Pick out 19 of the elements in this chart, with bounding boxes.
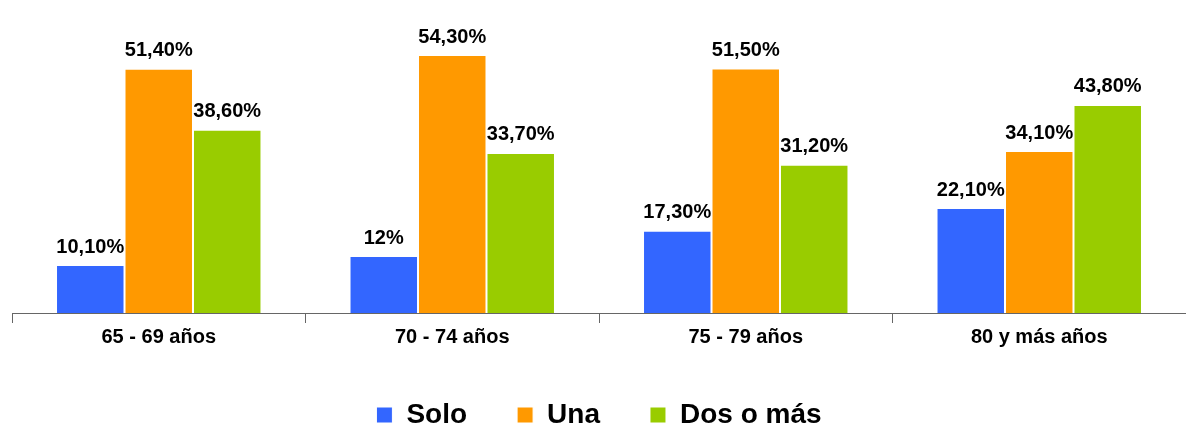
data-label: 51,50% (711, 37, 780, 60)
legend-label: Una (547, 397, 601, 429)
x-tick-label: 65 - 69 años (101, 324, 217, 347)
legend-label: Dos o más (679, 397, 822, 429)
data-label: 17,30% (643, 200, 712, 223)
data-label: 38,60% (193, 99, 262, 122)
x-tick-label: 70 - 74 años (394, 324, 510, 347)
data-label: 33,70% (486, 122, 555, 145)
x-tick-label: 80 y más años (970, 324, 1108, 347)
x-tick-label: 75 - 79 años (688, 324, 804, 347)
data-label: 34,10% (1005, 120, 1074, 143)
data-label: 51,40% (124, 38, 193, 61)
data-label: 12% (363, 225, 404, 248)
data-label: 31,20% (780, 134, 849, 157)
legend-label: Solo (406, 397, 468, 429)
data-label: 22,10% (936, 177, 1005, 200)
data-label: 43,80% (1073, 74, 1142, 97)
data-label: 10,10% (56, 234, 125, 257)
data-label: 54,30% (418, 24, 487, 47)
